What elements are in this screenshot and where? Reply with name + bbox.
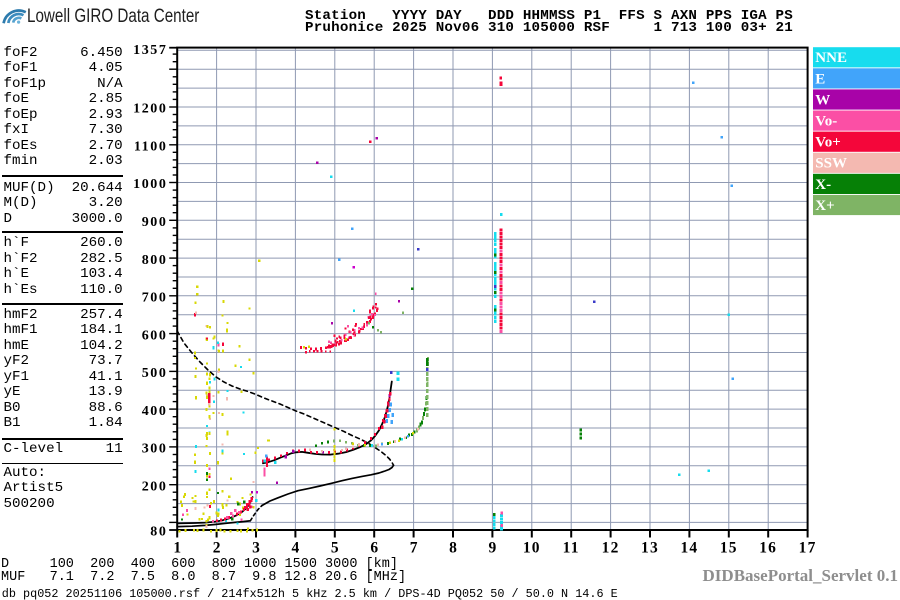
svg-text:11: 11 [563, 540, 580, 557]
svg-text:4: 4 [292, 540, 300, 557]
svg-text:NNE: NNE [815, 50, 847, 66]
svg-text:X-: X- [815, 177, 831, 193]
svg-text:15: 15 [720, 540, 738, 557]
svg-text:1357: 1357 [133, 43, 167, 58]
svg-text:300: 300 [142, 442, 168, 457]
svg-text:1: 1 [173, 540, 181, 557]
svg-text:7: 7 [410, 540, 418, 557]
svg-text:6: 6 [370, 540, 378, 557]
svg-text:8: 8 [449, 540, 457, 557]
svg-text:600: 600 [142, 328, 168, 343]
svg-text:3: 3 [252, 540, 260, 557]
svg-text:500: 500 [142, 366, 168, 381]
svg-text:17: 17 [799, 540, 817, 557]
svg-text:Vo+: Vo+ [815, 135, 841, 151]
svg-text:X+: X+ [815, 198, 834, 214]
svg-text:1200: 1200 [133, 102, 167, 117]
svg-text:E: E [815, 71, 825, 87]
svg-text:2: 2 [213, 540, 221, 557]
svg-text:W: W [815, 92, 830, 108]
svg-text:800: 800 [142, 253, 168, 268]
svg-text:80: 80 [150, 525, 167, 540]
svg-text:200: 200 [142, 479, 168, 494]
svg-text:9: 9 [489, 540, 497, 557]
svg-text:700: 700 [142, 291, 168, 306]
svg-text:Vo-: Vo- [815, 114, 837, 130]
svg-text:10: 10 [523, 540, 541, 557]
svg-text:SSW: SSW [815, 156, 847, 172]
svg-text:14: 14 [680, 540, 698, 557]
svg-text:1100: 1100 [134, 140, 168, 155]
svg-text:900: 900 [142, 215, 168, 230]
svg-text:1000: 1000 [133, 177, 167, 192]
svg-text:13: 13 [641, 540, 659, 557]
svg-text:400: 400 [142, 404, 168, 419]
svg-text:16: 16 [759, 540, 777, 557]
svg-text:12: 12 [602, 540, 620, 557]
svg-text:5: 5 [331, 540, 339, 557]
